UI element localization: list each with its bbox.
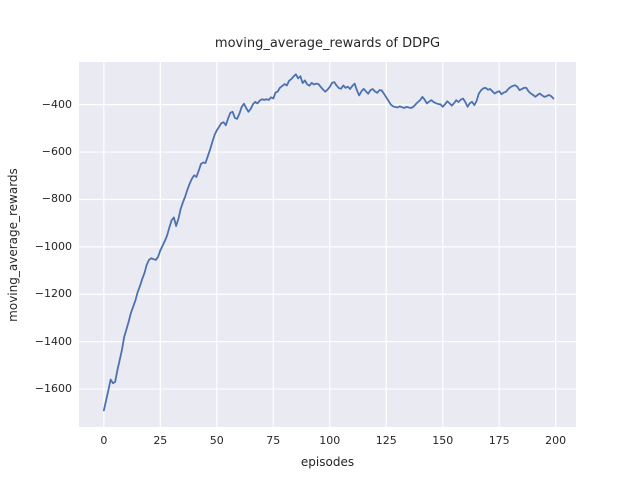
data-line-moving_average_rewards [102,73,555,412]
y-tick-label: −1000 [34,239,72,253]
y-tick-label: −1200 [34,287,72,301]
x-tick-label: 100 [319,434,341,447]
y-tick-label: −1400 [34,334,72,348]
line-chart-svg [79,62,576,427]
x-tick-label: 75 [266,434,281,447]
y-tick-label: −400 [41,97,72,111]
y-tick-label: −600 [41,145,72,159]
chart-title: moving_average_rewards of DDPG [214,36,441,51]
y-tick-label: −800 [41,192,72,206]
x-tick-label: 175 [488,434,510,447]
x-tick-label: 200 [545,434,567,447]
x-tick-label: 0 [100,434,108,447]
x-tick-label: 125 [375,434,397,447]
plot-area [79,62,576,427]
x-tick-label: 25 [153,434,168,447]
y-tick-label: −1600 [34,382,72,396]
x-axis-label: episodes [300,455,355,469]
x-tick-label: 50 [209,434,224,447]
x-tick-label: 150 [432,434,454,447]
